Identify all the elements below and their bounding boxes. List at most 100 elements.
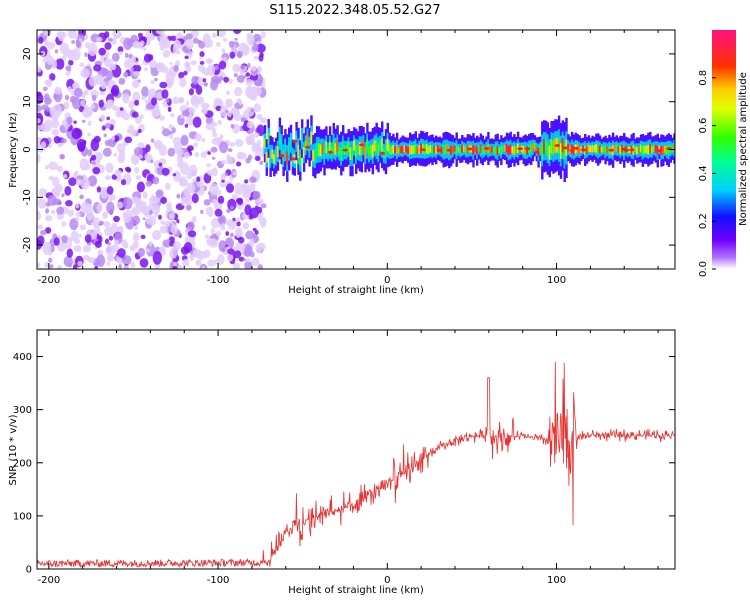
noise-blob bbox=[162, 128, 171, 137]
noise-blob bbox=[241, 44, 250, 56]
noise-blob bbox=[214, 64, 219, 71]
signal-core bbox=[291, 152, 295, 162]
signal-core bbox=[280, 139, 283, 151]
y-tick-label: 400 bbox=[13, 352, 32, 363]
signal-core bbox=[511, 146, 514, 154]
noise-blob bbox=[145, 99, 149, 105]
noise-blob bbox=[218, 60, 227, 70]
noise-blob bbox=[204, 234, 210, 239]
noise-blob bbox=[169, 247, 178, 259]
noise-blob bbox=[184, 151, 190, 159]
noise-blob bbox=[244, 260, 253, 269]
noise-blob bbox=[87, 120, 92, 127]
noise-blob bbox=[150, 159, 154, 163]
noise-blob bbox=[251, 258, 260, 266]
noise-blob bbox=[159, 225, 168, 234]
noise-blob bbox=[144, 153, 150, 161]
noise-blob bbox=[113, 152, 117, 157]
noise-blob bbox=[135, 175, 141, 180]
signal-core bbox=[315, 143, 319, 157]
signal-core bbox=[453, 145, 456, 152]
noise-blob bbox=[37, 104, 43, 113]
noise-blob bbox=[49, 73, 56, 81]
noise-blob bbox=[203, 199, 211, 206]
signal-peak bbox=[533, 150, 541, 154]
signal-peak bbox=[358, 143, 366, 147]
noise-blob bbox=[56, 206, 65, 215]
signal-core bbox=[546, 141, 550, 156]
noise-blob bbox=[92, 217, 101, 227]
noise-blob bbox=[74, 170, 79, 175]
noise-blob bbox=[221, 223, 225, 228]
noise-blob bbox=[64, 94, 70, 101]
noise-blob bbox=[161, 89, 169, 99]
noise-blob bbox=[223, 76, 230, 83]
noise-blob bbox=[43, 30, 48, 36]
colorbar-tick-label: 0.4 bbox=[698, 165, 709, 181]
noise-blob bbox=[61, 235, 68, 244]
signal-core bbox=[502, 145, 505, 152]
spectrogram-y-label: Frequency (Hz) bbox=[8, 112, 19, 188]
signal-core bbox=[604, 146, 607, 154]
noise-blob bbox=[145, 248, 151, 253]
noise-blob bbox=[96, 186, 102, 193]
noise-blob bbox=[122, 211, 128, 219]
noise-blob bbox=[152, 229, 162, 241]
noise-blob bbox=[240, 64, 246, 70]
noise-blob bbox=[71, 40, 75, 44]
noise-blob bbox=[245, 157, 251, 164]
noise-blob bbox=[90, 230, 98, 240]
noise-blob bbox=[53, 94, 59, 100]
signal-core bbox=[550, 139, 553, 154]
noise-blob bbox=[103, 133, 107, 138]
noise-blob bbox=[252, 86, 262, 97]
signal-core bbox=[325, 141, 328, 154]
signal-core bbox=[477, 145, 481, 152]
noise-blob bbox=[69, 95, 77, 103]
noise-blob bbox=[160, 220, 166, 225]
noise-blob bbox=[219, 105, 229, 118]
signal-core bbox=[427, 146, 430, 155]
noise-blob bbox=[148, 209, 153, 215]
signal-core bbox=[451, 145, 455, 154]
snr-y-label: SNR (10 * v/v) bbox=[8, 414, 19, 485]
signal-core bbox=[645, 145, 648, 154]
signal-core bbox=[446, 144, 449, 154]
noise-blob bbox=[164, 182, 171, 190]
noise-blob bbox=[155, 91, 163, 99]
noise-blob bbox=[183, 187, 190, 197]
noise-blob bbox=[246, 137, 256, 146]
signal-core bbox=[429, 145, 432, 153]
noise-blob bbox=[246, 257, 251, 263]
noise-blob bbox=[260, 31, 266, 39]
y-tick-label: 0 bbox=[22, 146, 33, 152]
signal-core bbox=[409, 144, 412, 155]
signal-core bbox=[319, 144, 322, 157]
noise-blob bbox=[213, 98, 223, 106]
signal-core bbox=[284, 144, 287, 156]
noise-blob bbox=[249, 251, 255, 258]
signal-core bbox=[490, 146, 494, 153]
noise-blob bbox=[188, 113, 193, 118]
signal-core bbox=[302, 147, 306, 158]
signal-core bbox=[561, 138, 564, 153]
signal-peak bbox=[342, 148, 350, 152]
noise-blob bbox=[42, 242, 51, 250]
signal-core bbox=[412, 145, 416, 154]
noise-blob bbox=[177, 264, 183, 269]
noise-blob bbox=[45, 208, 50, 214]
noise-blob bbox=[49, 264, 54, 269]
noise-blob bbox=[225, 156, 234, 165]
noise-blob bbox=[141, 86, 149, 98]
noise-blob bbox=[206, 68, 210, 73]
noise-blob bbox=[136, 181, 145, 193]
noise-blob bbox=[47, 143, 52, 149]
signal-peak bbox=[290, 157, 298, 161]
noise-blob bbox=[148, 240, 153, 247]
noise-blob bbox=[186, 39, 194, 50]
signal-core bbox=[459, 147, 462, 155]
noise-blob bbox=[251, 186, 256, 192]
noise-blob bbox=[112, 52, 120, 62]
signal-core bbox=[615, 144, 618, 152]
noise-blob bbox=[80, 68, 90, 79]
